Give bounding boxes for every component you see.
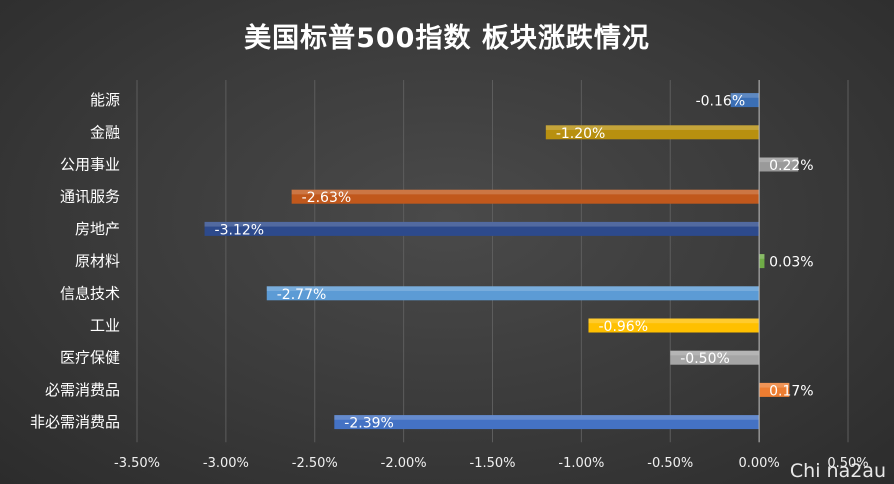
- data-label: -2.63%: [302, 190, 352, 206]
- category-label: 工业: [90, 317, 120, 335]
- watermark-text: Chi na2au: [789, 460, 886, 482]
- data-label: 0.22%: [769, 158, 813, 174]
- bar-highlight: [545, 125, 760, 130]
- bar-highlight: [759, 382, 790, 388]
- data-label: -0.16%: [696, 94, 746, 110]
- category-label: 房地产: [75, 220, 120, 238]
- x-tick-label: -0.50%: [647, 456, 693, 471]
- bar: [730, 93, 760, 108]
- bar: [759, 382, 790, 397]
- bar: [334, 415, 760, 430]
- category-label: 公用事业: [60, 156, 120, 174]
- x-tick-label: -2.00%: [381, 456, 427, 471]
- x-tick-label: -2.50%: [292, 456, 338, 471]
- data-label: -1.20%: [556, 126, 606, 142]
- data-label: -2.39%: [344, 416, 394, 432]
- chart-title: 美国标普500指数 板块涨跌情况: [244, 23, 650, 54]
- bar: [588, 318, 760, 333]
- x-tick-label: -1.50%: [470, 456, 516, 471]
- x-tick-label: 0.00%: [738, 456, 779, 471]
- bar: [266, 286, 760, 301]
- bar: [204, 221, 760, 236]
- bar-highlight: [266, 286, 760, 291]
- bar-highlight: [588, 318, 760, 324]
- x-tick-label: -3.50%: [114, 456, 160, 471]
- x-tick-label: -3.00%: [203, 456, 249, 471]
- category-label: 通讯服务: [60, 188, 120, 206]
- bar: [759, 254, 765, 269]
- bar: [759, 157, 799, 172]
- data-label: 0.17%: [769, 383, 813, 399]
- data-label: -0.96%: [598, 319, 648, 335]
- category-label: 必需消费品: [45, 381, 120, 399]
- x-tick-label: -1.00%: [558, 456, 604, 471]
- bar-highlight: [291, 189, 760, 195]
- category-label: 医疗保健: [60, 349, 120, 367]
- bar: [670, 350, 760, 365]
- category-label: 原材料: [75, 252, 120, 270]
- bar-highlight: [759, 254, 765, 259]
- category-label: 能源: [90, 91, 120, 109]
- category-label: 金融: [90, 123, 120, 141]
- bar-highlight: [759, 157, 799, 163]
- data-label: 0.03%: [769, 255, 813, 271]
- category-label: 非必需消费品: [30, 413, 120, 431]
- x-tick-label: 0.50%: [827, 456, 868, 471]
- bar: [291, 189, 760, 204]
- bar-highlight: [204, 221, 760, 227]
- data-label: -2.77%: [277, 287, 327, 303]
- bar-highlight: [670, 350, 760, 356]
- data-label: -0.50%: [680, 351, 730, 367]
- bar: [545, 125, 760, 140]
- data-label: -3.12%: [215, 222, 265, 238]
- bar-highlight: [730, 93, 760, 98]
- bar-highlight: [334, 415, 760, 420]
- category-label: 信息技术: [60, 284, 120, 302]
